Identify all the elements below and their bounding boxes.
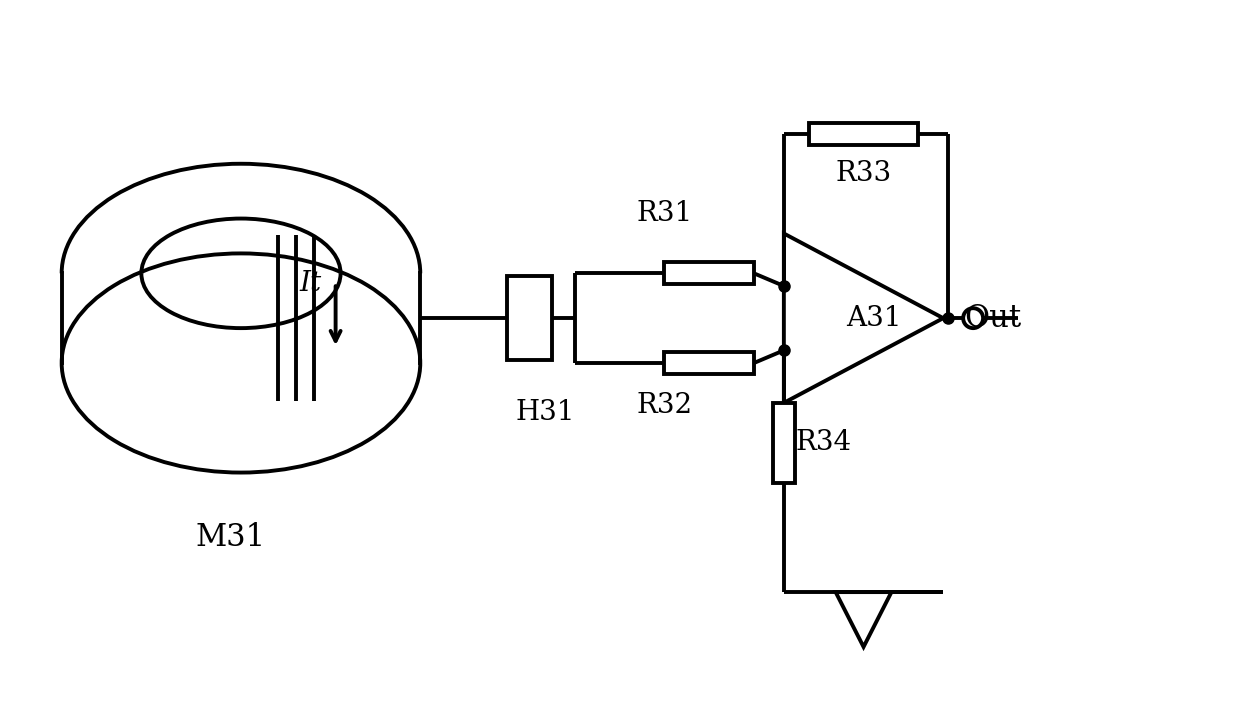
Text: H31: H31 [515,399,575,426]
Text: R34: R34 [795,429,851,456]
Bar [664,352,755,374]
Bar [809,123,918,145]
Bar [773,403,795,482]
Text: Out: Out [964,303,1022,334]
Text: M31: M31 [196,522,266,553]
Text: R33: R33 [835,160,892,187]
Text: It: It [300,270,322,297]
Text: A31: A31 [846,304,901,332]
Text: R32: R32 [637,392,693,419]
Bar [508,276,553,360]
Bar [664,262,755,284]
Text: R31: R31 [636,200,693,227]
